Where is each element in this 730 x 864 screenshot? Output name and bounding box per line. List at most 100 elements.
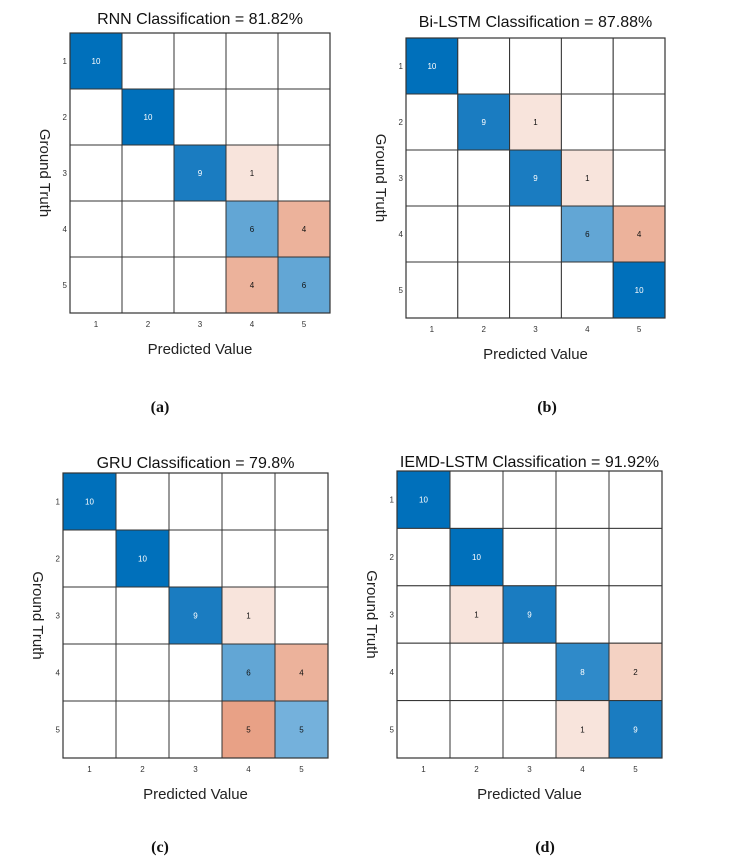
matrix-cell [115,643,170,702]
matrix-cell [502,585,557,644]
matrix-cell [555,585,610,644]
matrix-cell [396,700,451,759]
x-axis-label: Predicted Value [148,341,253,358]
cell-value-label: 10 [635,286,644,295]
matrix-cell [502,642,557,702]
cell-value-label: 10 [472,553,481,562]
matrix-cell [555,700,610,759]
matrix-cell [221,472,276,531]
x-axis-label: Predicted Value [483,346,588,363]
matrix-cell [277,256,331,314]
matrix-cell [62,643,117,702]
y-tick-label: 3 [63,169,68,178]
matrix-cell [168,529,223,588]
matrix-cell [555,642,610,702]
y-tick-label: 1 [56,498,61,507]
y-tick-label: 1 [399,62,404,71]
y-axis-label: Ground Truth [29,571,46,659]
matrix-cell [612,93,666,151]
matrix-cell [405,93,459,151]
matrix-cell [560,205,614,263]
matrix-cell [502,700,557,759]
panel-caption: (b) [537,399,557,416]
matrix-cell [560,93,614,151]
matrix-cell [509,261,562,319]
matrix-cell [69,88,123,146]
x-axis-label: Predicted Value [143,786,248,803]
matrix-frame [396,470,663,759]
y-tick-label: 4 [63,225,68,234]
matrix-cell [221,529,276,588]
matrix-cell [274,529,329,588]
matrix-frame [405,37,666,319]
matrix-cell [225,32,279,90]
matrix-cell [62,586,117,645]
x-tick-label: 4 [580,765,585,774]
cell-value-label: 9 [198,169,203,178]
matrix-cell [69,256,123,314]
chart-title: RNN Classification = 81.82% [97,11,303,28]
matrix-cell [612,261,666,319]
y-tick-label: 5 [399,286,404,295]
panel-caption: (d) [535,839,555,856]
y-axis-label: Ground Truth [363,570,380,658]
matrix-cell [277,200,331,258]
matrix-cell [173,200,227,258]
matrix-cell [560,37,614,95]
matrix-cell [449,470,504,529]
matrix-cell [612,205,666,263]
y-tick-label: 5 [56,726,61,735]
y-tick-label: 1 [390,496,395,505]
y-tick-label: 4 [390,668,395,677]
x-tick-label: 3 [527,765,532,774]
matrix-cell [449,642,504,702]
matrix-frame [62,472,329,759]
x-tick-label: 3 [198,320,203,329]
cell-value-label: 6 [250,225,255,234]
matrix-cell [115,472,170,531]
cell-value-label: 10 [138,555,147,564]
cell-value-label: 9 [527,611,532,620]
cell-value-label: 9 [193,612,198,621]
matrix-cell [457,205,511,263]
matrix-cell [396,585,451,644]
matrix-cell [69,144,123,202]
matrix-cell [396,470,451,529]
x-tick-label: 1 [94,320,99,329]
matrix-cell [405,205,459,263]
y-axis-label: Ground Truth [372,134,389,222]
chart-title: Bi-LSTM Classification = 87.88% [419,14,652,31]
matrix-cell [274,643,329,702]
x-tick-label: 4 [246,765,251,774]
x-tick-label: 5 [637,325,642,334]
matrix-cell [62,529,117,588]
cell-value-label: 6 [246,669,251,678]
matrix-cell [115,700,170,759]
x-tick-label: 1 [87,765,92,774]
cell-value-label: 1 [533,118,538,127]
cell-value-label: 9 [533,174,538,183]
matrix-cell [457,37,511,95]
cell-value-label: 10 [92,57,101,66]
matrix-cell [457,261,511,319]
cell-value-label: 1 [585,174,590,183]
y-tick-label: 2 [399,118,404,127]
cell-value-label: 1 [474,611,479,620]
x-tick-label: 3 [533,325,538,334]
matrix-cell [612,37,666,95]
matrix-cell [405,149,459,207]
matrix-cell [502,527,557,587]
matrix-cell [173,144,227,202]
confusion-matrix-panel-b: Bi-LSTM Classification = 87.88% 10 9 1 9 1 6 4 1… [372,14,666,416]
confusion-matrix-panel-a: RNN Classification = 81.82% 10 10 9 1 6 4 4 6 1 2 3… [36,11,331,416]
matrix-cell [274,700,329,759]
y-axis-label: Ground Truth [36,129,53,217]
matrix-cell [560,261,614,319]
matrix-cell [405,37,459,95]
matrix-cell [509,93,562,151]
y-tick-label: 2 [390,553,395,562]
matrix-cell [555,470,610,529]
matrix-cell [121,32,175,90]
matrix-cell [274,586,329,645]
matrix-cell [555,527,610,587]
